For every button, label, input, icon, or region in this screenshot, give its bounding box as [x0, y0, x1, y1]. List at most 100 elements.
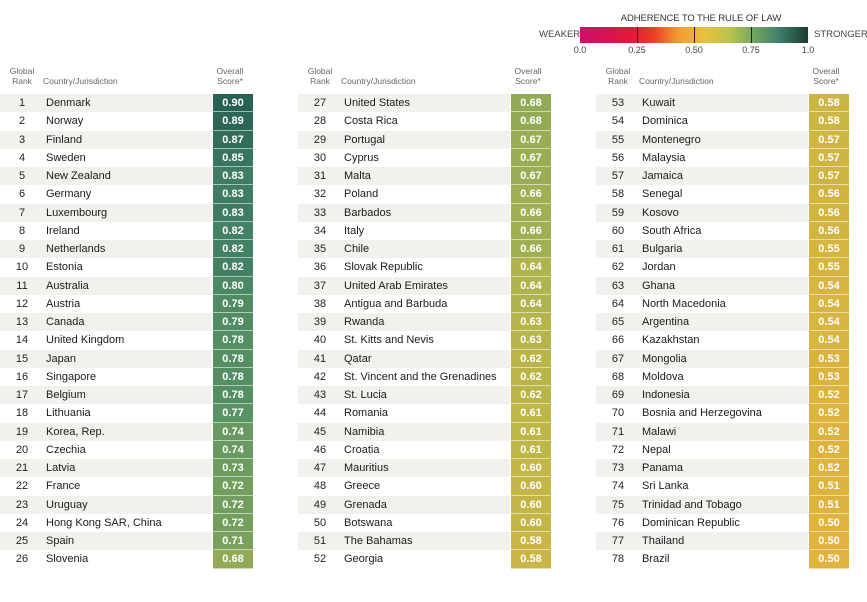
table-row: 78 Brazil 0.50 [596, 550, 856, 569]
row-background [298, 167, 510, 186]
table-row: 77 Thailand 0.50 [596, 532, 856, 551]
country-cell: Poland [344, 188, 379, 201]
row-background [596, 276, 808, 295]
score-cell: 0.61 [511, 440, 551, 459]
score-cell: 0.51 [809, 495, 849, 514]
rank-cell: 12 [15, 297, 29, 310]
country-cell: Chile [344, 243, 370, 255]
table-row: 23 Uruguay 0.72 [0, 495, 260, 514]
rank-cell: 32 [313, 188, 327, 201]
rank-cell: 53 [611, 97, 625, 109]
country-cell: Lithuania [46, 407, 91, 420]
country-cell: St. Vincent and the Grenadines [344, 370, 497, 383]
country-cell: Kazakhstan [642, 334, 700, 347]
score-cell: 0.79 [213, 313, 253, 332]
country-cell: Antigua and Barbuda [344, 297, 448, 310]
rank-cell: 74 [611, 480, 625, 493]
rank-cell: 62 [611, 261, 625, 274]
row-background [596, 167, 808, 186]
rank-cell: 29 [313, 133, 327, 146]
rank-cell: 1 [18, 97, 26, 109]
header-country: Country/Jurisdiction [43, 76, 118, 86]
rank-cell: 55 [611, 133, 625, 146]
header-country: Country/Jurisdiction [341, 76, 416, 86]
rank-cell: 44 [313, 407, 327, 420]
header-rank-line1: Global [605, 66, 631, 76]
rank-cell: 11 [16, 279, 28, 292]
score-cell: 0.74 [213, 422, 253, 441]
country-cell: Georgia [344, 553, 384, 566]
score-cell: 0.60 [511, 477, 551, 496]
rank-cell: 28 [313, 115, 327, 128]
rank-cell: 72 [611, 443, 625, 456]
score-cell: 0.60 [511, 459, 551, 478]
score-cell: 0.52 [809, 386, 849, 405]
country-cell: Senegal [642, 188, 683, 201]
header-global-rank: Global Rank [0, 66, 44, 86]
table-row: 66 Kazakhstan 0.54 [596, 331, 856, 350]
country-cell: Uruguay [46, 498, 88, 511]
country-cell: New Zealand [46, 170, 111, 182]
row-background [0, 94, 212, 113]
table-row: 48 Greece 0.60 [298, 477, 558, 496]
header-global-rank: Global Rank [596, 66, 640, 86]
score-cell: 0.73 [213, 459, 253, 478]
table-row: 15 Japan 0.78 [0, 349, 260, 368]
row-background [0, 495, 212, 514]
country-cell: Trinidad and Tobago [642, 498, 742, 511]
country-cell: Moldova [642, 370, 684, 383]
row-background [596, 422, 808, 441]
score-cell: 0.64 [511, 294, 551, 313]
score-cell: 0.71 [213, 532, 253, 551]
header-rank-line2: Rank [310, 76, 330, 86]
score-cell: 0.51 [809, 477, 849, 496]
rank-cell: 73 [611, 462, 625, 474]
score-cell: 0.52 [809, 440, 849, 459]
rank-cell: 56 [611, 151, 625, 164]
country-cell: United Arab Emirates [344, 279, 448, 292]
rank-cell: 19 [15, 425, 29, 438]
country-cell: Norway [46, 115, 84, 128]
score-cell: 0.63 [511, 331, 551, 350]
header-score-line2: Score* [217, 76, 243, 86]
table-row: 30 Cyprus 0.67 [298, 148, 558, 167]
rank-cell: 17 [15, 389, 29, 401]
score-cell: 0.62 [511, 349, 551, 368]
table-row: 57 Jamaica 0.57 [596, 167, 856, 186]
row-background [0, 313, 212, 332]
rank-cell: 70 [611, 407, 625, 420]
rank-cell: 14 [15, 334, 29, 347]
table-row: 37 United Arab Emirates 0.64 [298, 276, 558, 295]
score-cell: 0.55 [809, 240, 849, 259]
rank-cell: 49 [313, 498, 327, 511]
score-cell: 0.60 [511, 495, 551, 514]
table-row: 35 Chile 0.66 [298, 240, 558, 259]
rank-cell: 58 [611, 188, 625, 201]
rank-cell: 68 [611, 370, 625, 383]
legend-tick-mark [751, 27, 752, 43]
table-column-2: Global Rank Country/Jurisdiction Overall Sco… [298, 62, 558, 569]
score-cell: 0.56 [809, 203, 849, 222]
table-body: 53 Kuwait 0.58 54 Dominica 0.58 55 Montenegro 0.… [596, 94, 856, 569]
score-cell: 0.50 [809, 550, 849, 569]
score-cell: 0.50 [809, 513, 849, 532]
table-row: 62 Jordan 0.55 [596, 258, 856, 277]
country-cell: Slovak Republic [344, 261, 423, 274]
score-cell: 0.57 [809, 148, 849, 167]
row-background [596, 495, 808, 514]
score-cell: 0.52 [809, 404, 849, 423]
rank-cell: 71 [611, 425, 625, 438]
table-column-3: Global Rank Country/Jurisdiction Overall Sco… [596, 62, 856, 569]
legend-title: ADHERENCE TO THE RULE OF LAW [620, 13, 782, 24]
score-cell: 0.72 [213, 495, 253, 514]
score-cell: 0.53 [809, 349, 849, 368]
country-cell: Germany [46, 188, 92, 201]
country-cell: Thailand [642, 535, 685, 547]
rank-cell: 52 [313, 553, 327, 566]
rank-cell: 48 [313, 480, 327, 493]
country-cell: Estonia [46, 261, 83, 274]
header-rank-line1: Global [307, 66, 333, 76]
score-cell: 0.83 [213, 203, 253, 222]
table-header: Global Rank Country/Jurisdiction Overall Sco… [0, 62, 260, 90]
country-cell: St. Kitts and Nevis [344, 334, 434, 347]
